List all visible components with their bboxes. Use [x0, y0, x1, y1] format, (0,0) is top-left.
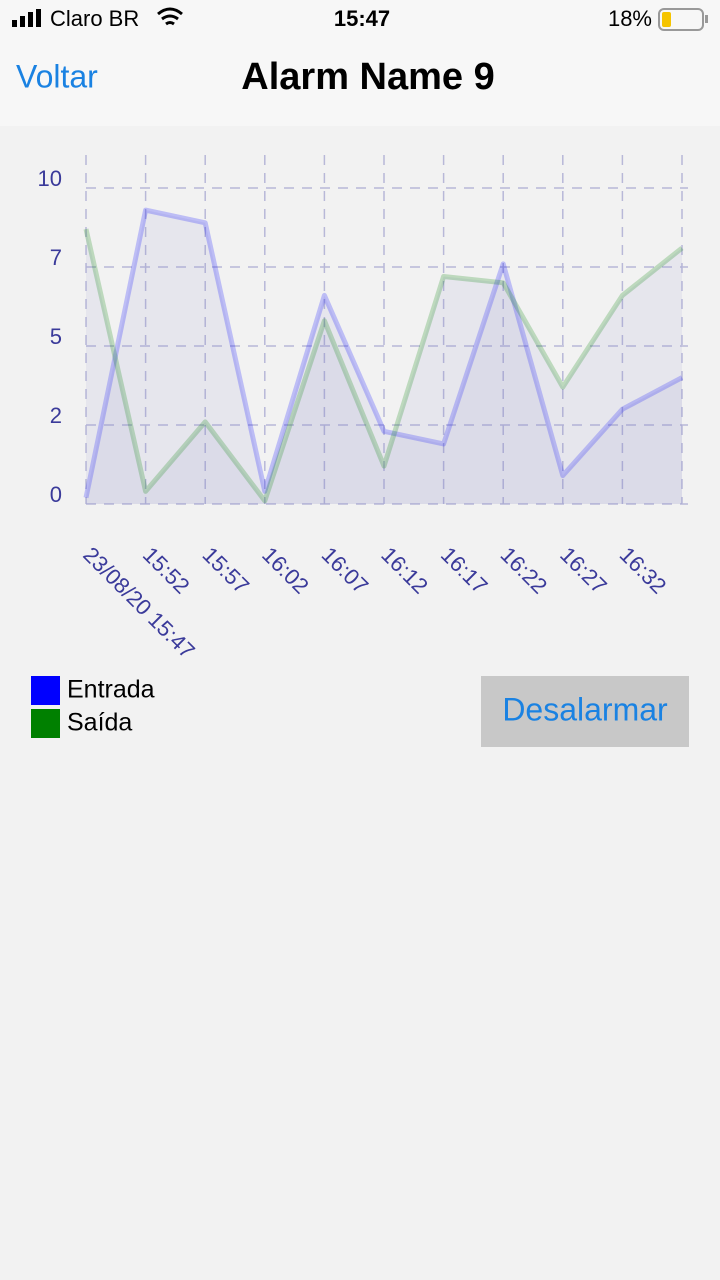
battery-icon: [658, 8, 708, 31]
legend-swatch: [31, 709, 60, 738]
legend-label: Saída: [67, 709, 132, 737]
nav-title: Alarm Name 9: [241, 56, 494, 98]
y-tick-label: 2: [50, 403, 62, 428]
x-tick-label: 16:17: [436, 542, 493, 599]
legend-swatch: [31, 676, 60, 705]
back-button[interactable]: Voltar: [16, 58, 98, 94]
x-tick-label: 16:12: [376, 542, 433, 599]
unalarm-button-label[interactable]: Desalarmar: [502, 691, 668, 727]
y-tick-label: 5: [50, 324, 62, 349]
x-tick-label: 16:22: [496, 542, 553, 599]
y-tick-label: 7: [50, 245, 62, 270]
wifi-icon: [157, 7, 183, 26]
legend-label: Entrada: [67, 676, 155, 704]
x-tick-label: 16:07: [317, 542, 374, 599]
clock: 15:47: [334, 6, 390, 31]
series-area: [86, 210, 682, 504]
nav-background: [0, 0, 720, 126]
series-area: [86, 229, 682, 504]
y-tick-label: 10: [38, 166, 62, 191]
y-tick-label: 0: [50, 482, 62, 507]
x-tick-label: 15:52: [138, 542, 195, 599]
battery-percent: 18%: [608, 6, 652, 31]
x-tick-label: 16:27: [555, 542, 612, 599]
x-tick-label: 15:57: [198, 542, 255, 599]
series-line: [83, 207, 684, 499]
series-line: [83, 228, 684, 504]
x-tick-label: 16:32: [615, 542, 672, 599]
unalarm-button[interactable]: [481, 676, 689, 747]
legend: Entrada Saída: [31, 676, 155, 738]
carrier: Claro BR: [50, 6, 139, 31]
signal-icon: [12, 9, 41, 27]
x-tick-label: 16:02: [257, 542, 314, 599]
